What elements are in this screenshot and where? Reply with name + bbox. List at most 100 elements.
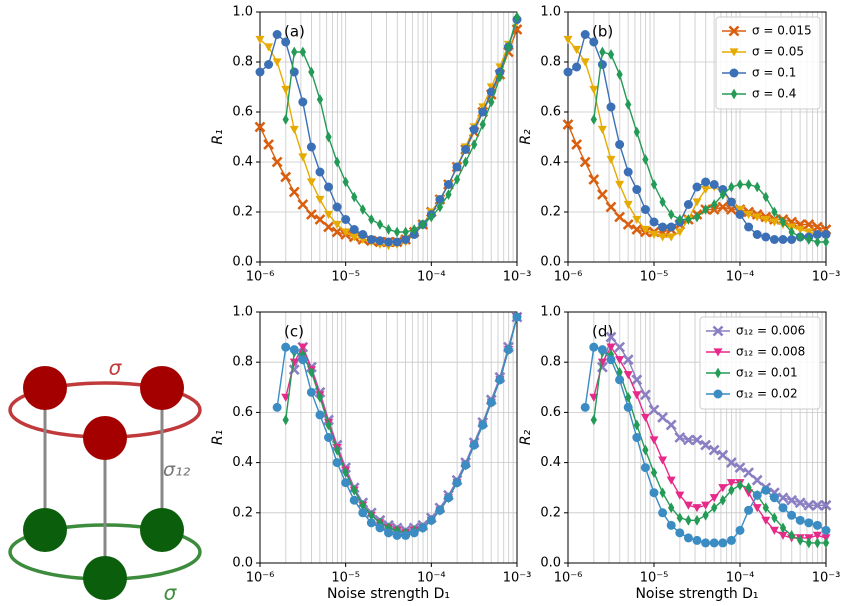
marker (683, 501, 693, 510)
marker (435, 195, 445, 204)
marker (787, 235, 797, 244)
marker (633, 419, 640, 431)
legend-label: σ₁₂ = 0.01 (736, 366, 798, 380)
marker (272, 30, 282, 39)
marker (821, 230, 831, 239)
marker (342, 467, 349, 479)
marker (289, 345, 299, 355)
marker (795, 225, 805, 234)
marker (349, 495, 359, 505)
marker (805, 234, 812, 245)
marker (691, 434, 703, 446)
marker (298, 97, 308, 107)
marker (659, 196, 666, 208)
marker (745, 179, 752, 190)
y-tick-label: 0.8 (540, 355, 561, 370)
marker (512, 312, 522, 322)
marker (648, 404, 660, 416)
marker (729, 68, 739, 78)
marker (272, 402, 282, 412)
marker (725, 457, 737, 469)
marker (479, 119, 486, 130)
network-diagram: σ σ₁₂ σ (8, 356, 202, 605)
marker (298, 343, 308, 352)
marker (769, 493, 779, 503)
marker (752, 504, 762, 513)
marker (771, 206, 778, 218)
marker (469, 125, 479, 134)
marker (754, 181, 761, 193)
y-tick-label: 0.2 (232, 205, 253, 220)
marker (787, 510, 797, 520)
x-tick-label: 10⁻³ (503, 571, 532, 586)
marker (607, 49, 615, 60)
panel-label: (c) (284, 323, 304, 341)
marker (589, 37, 599, 47)
marker (478, 420, 488, 430)
marker (325, 131, 332, 143)
y-tick-label: 0.4 (540, 455, 561, 470)
marker (752, 213, 762, 222)
marker (786, 494, 798, 506)
marker (305, 209, 317, 220)
marker (579, 156, 591, 168)
node (83, 416, 127, 460)
marker (606, 343, 616, 352)
marker (700, 439, 712, 451)
marker (341, 478, 351, 488)
marker (632, 433, 642, 442)
marker (393, 226, 401, 238)
marker (402, 226, 409, 238)
marker (332, 202, 342, 212)
marker (692, 198, 702, 207)
marker (281, 37, 291, 47)
marker (495, 375, 505, 385)
marker (642, 154, 649, 165)
y-axis-label: R₁ (210, 129, 226, 144)
marker (682, 434, 694, 446)
y-tick-label: 0.2 (540, 505, 561, 520)
marker (650, 179, 658, 190)
x-tick-label: 10⁻⁴ (417, 571, 446, 586)
marker (496, 71, 504, 83)
series-line (593, 345, 827, 539)
marker (443, 493, 453, 503)
marker (657, 412, 669, 423)
x-tick-label: 10⁻⁶ (554, 571, 583, 586)
marker (342, 176, 349, 188)
series-line (285, 16, 518, 233)
y-tick-label: 0.6 (540, 405, 561, 420)
marker (505, 41, 512, 53)
marker (640, 225, 650, 234)
marker (631, 374, 643, 386)
marker (642, 444, 649, 456)
marker (649, 230, 659, 239)
marker (562, 119, 574, 130)
chart-panel: 10⁻⁶ 10⁻⁵ 10⁻⁴ 10⁻³ 0.0 0.2 0.4 0.6 0.8 1.0 R₁ Nois… (210, 305, 531, 603)
marker (736, 479, 744, 491)
marker (605, 331, 617, 343)
y-tick-label: 1.0 (232, 5, 253, 20)
marker (333, 156, 341, 168)
marker (590, 414, 597, 426)
marker (701, 177, 711, 187)
marker (289, 125, 299, 134)
marker (306, 178, 316, 187)
marker (803, 219, 815, 230)
marker (623, 402, 633, 412)
marker (316, 94, 324, 105)
marker (615, 375, 625, 385)
marker (486, 397, 496, 407)
marker (332, 220, 342, 229)
marker (606, 102, 616, 112)
y-tick-label: 0.8 (540, 55, 561, 70)
marker (745, 482, 752, 494)
marker (443, 180, 453, 189)
marker (811, 499, 823, 511)
marker (263, 139, 274, 150)
node (23, 508, 67, 552)
marker (428, 211, 435, 223)
marker (605, 201, 617, 213)
marker (769, 218, 779, 227)
